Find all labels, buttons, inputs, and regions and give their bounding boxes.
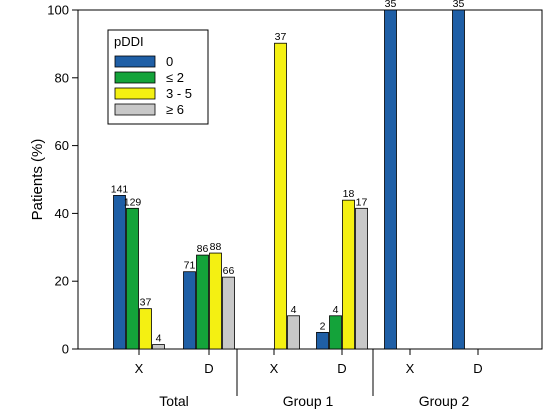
- legend-label: ≥ 6: [166, 102, 184, 117]
- data-label: 88: [210, 241, 222, 253]
- legend-label: 3 - 5: [166, 86, 192, 101]
- y-tick-label: 80: [55, 70, 69, 85]
- bar: [113, 195, 126, 350]
- data-label: 2: [320, 320, 326, 332]
- bar: [384, 9, 397, 350]
- y-tick-label: 100: [47, 3, 69, 18]
- x-tick-label: X: [270, 361, 279, 376]
- bar: [287, 315, 300, 350]
- bar: [222, 276, 235, 350]
- data-label: 71: [184, 260, 196, 272]
- data-label: 129: [124, 196, 142, 208]
- x-tick-label: X: [406, 361, 415, 376]
- y-tick-label: 20: [55, 274, 69, 289]
- group-label: Group 2: [419, 393, 470, 409]
- bar: [329, 315, 342, 350]
- data-label: 18: [343, 188, 355, 200]
- y-axis: 0 20 40 60 80 100: [47, 3, 78, 357]
- legend-swatch: [114, 55, 156, 68]
- bar: [274, 42, 287, 350]
- plot-border: [77, 9, 543, 350]
- y-tick-label: 60: [55, 138, 69, 153]
- plot-area: [77, 9, 543, 350]
- x-tick-label: D: [473, 361, 482, 376]
- x-tick-label: X: [135, 361, 144, 376]
- legend-swatch: [114, 71, 156, 84]
- legend-label: ≤ 2: [166, 70, 184, 85]
- x-tick-label: D: [204, 361, 213, 376]
- data-label: 37: [275, 31, 287, 43]
- bar: [152, 344, 165, 350]
- legend-swatch: [114, 103, 156, 116]
- data-label: 35: [385, 0, 397, 10]
- data-label: 35: [453, 0, 465, 10]
- data-label: 66: [223, 265, 235, 277]
- bar: [355, 207, 368, 350]
- bar: [316, 331, 329, 350]
- bar: [196, 254, 209, 350]
- data-label: 17: [356, 196, 368, 208]
- data-label: 86: [197, 243, 209, 255]
- y-tick-label: 0: [62, 342, 69, 357]
- data-label: 4: [333, 304, 339, 316]
- bar: [209, 252, 222, 350]
- group-label: Group 1: [283, 393, 334, 409]
- legend-swatch: [114, 87, 156, 100]
- bar: [126, 207, 139, 350]
- bar: [183, 271, 196, 350]
- group-label: Total: [159, 393, 189, 409]
- data-label: 4: [156, 333, 162, 345]
- x-tick-label: D: [337, 361, 346, 376]
- bar: [342, 199, 355, 350]
- legend-title: pDDI: [114, 34, 144, 49]
- legend: pDDI 0≤ 23 - 5≥ 6: [107, 29, 209, 125]
- legend-label: 0: [166, 54, 173, 69]
- x-axis: X D Total X D Group 1 X D Group 2: [135, 349, 483, 409]
- data-label: 4: [291, 304, 297, 316]
- y-axis-label: Patients (%): [29, 139, 46, 221]
- bar: [139, 308, 152, 350]
- y-tick-label: 40: [55, 206, 69, 221]
- data-label: 141: [111, 183, 129, 195]
- bar: [452, 9, 465, 350]
- data-label: 37: [140, 297, 152, 309]
